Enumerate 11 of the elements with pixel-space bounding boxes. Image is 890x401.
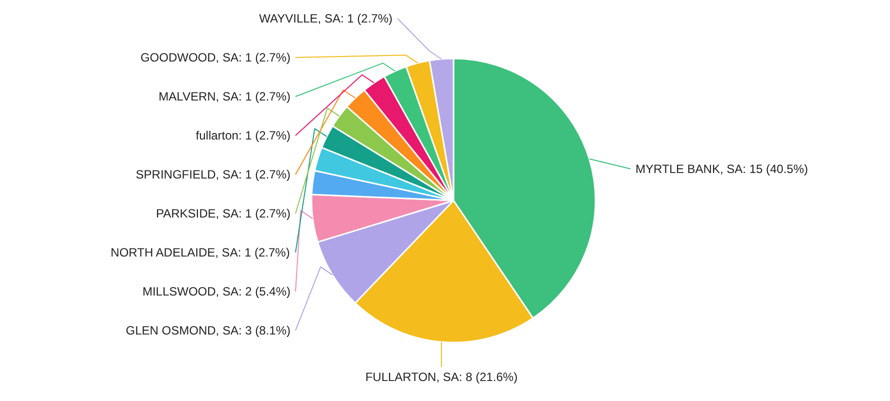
- slice-label: GOODWOOD, SA: 1 (2.7%): [140, 50, 291, 64]
- slice-label: MALVERN, SA: 1 (2.7%): [158, 90, 291, 104]
- slice-label: GLEN OSMOND, SA: 3 (8.1%): [126, 324, 291, 338]
- slice-label: PARKSIDE, SA: 1 (2.7%): [156, 206, 291, 220]
- slice-label: MILLSWOOD, SA: 2 (5.4%): [142, 284, 291, 298]
- slice-label: MYRTLE BANK, SA: 15 (40.5%): [636, 162, 808, 176]
- slice-label: fullarton: 1 (2.7%): [196, 128, 291, 142]
- slice-label: NORTH ADELAIDE, SA: 1 (2.7%): [110, 246, 290, 260]
- slice-label: FULLARTON, SA: 8 (21.6%): [365, 370, 518, 384]
- slice-label: SPRINGFIELD, SA: 1 (2.7%): [136, 168, 291, 182]
- slice-label: WAYVILLE, SA: 1 (2.7%): [259, 12, 393, 26]
